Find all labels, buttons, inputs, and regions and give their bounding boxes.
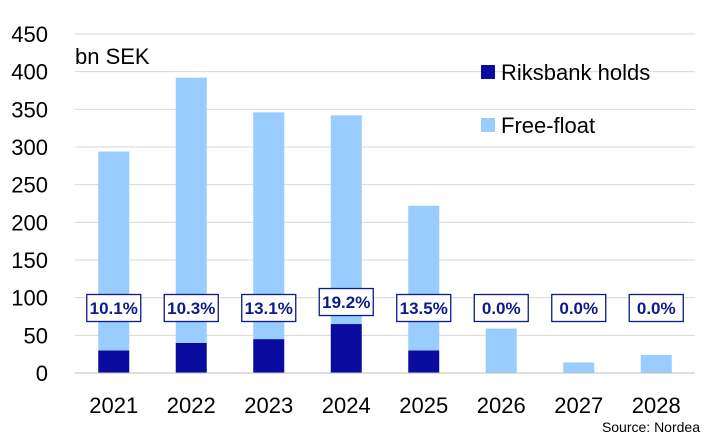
y-tick-label: 250	[11, 173, 48, 198]
data-label-2028: 0.0%	[628, 293, 684, 323]
y-tick-label: 450	[11, 22, 48, 47]
bar-riksbank-holds-2023	[253, 339, 285, 373]
data-label-2021: 10.1%	[86, 293, 142, 323]
data-label-box	[396, 293, 452, 323]
data-label-text: 10.1%	[90, 299, 138, 318]
legend: Riksbank holds Free-float	[481, 60, 650, 138]
data-label-2023: 13.1%	[241, 293, 297, 323]
x-tick-label: 2028	[632, 393, 681, 418]
x-tick-label: 2024	[322, 393, 371, 418]
y-tick-label: 300	[11, 135, 48, 160]
y-axis-tick-labels: 0 50 100 150 200 250 300 350 400 450	[11, 22, 48, 386]
y-tick-label: 150	[11, 248, 48, 273]
data-label-text: 0.0%	[559, 299, 598, 318]
legend-swatch-riksbank-holds	[481, 65, 495, 79]
bar-riksbank-holds-2021	[98, 350, 130, 373]
bar-riksbank-holds-2022	[175, 342, 207, 373]
legend-label-free-float: Free-float	[501, 113, 595, 138]
data-label-box	[473, 293, 529, 323]
data-label-box	[318, 287, 374, 317]
data-label-text: 0.0%	[637, 299, 676, 318]
unit-label: bn SEK	[75, 44, 150, 69]
data-label-2025: 13.5%	[396, 293, 452, 323]
y-tick-label: 200	[11, 210, 48, 235]
bar-riksbank-holds-2024	[330, 324, 362, 373]
legend-swatch-free-float	[481, 118, 495, 132]
data-label-box	[628, 293, 684, 323]
data-label-text: 13.5%	[400, 299, 448, 318]
data-label-2027: 0.0%	[551, 293, 607, 323]
bar-free-float-2027	[563, 362, 595, 373]
bar-free-float-2025	[408, 205, 440, 351]
data-label-box	[551, 293, 607, 323]
x-axis-tick-labels: 2021 2022 2023 2024 2025 2026 2027 2028	[89, 393, 680, 418]
data-label-box	[86, 293, 142, 323]
x-tick-label: 2022	[167, 393, 216, 418]
data-label-2022: 10.3%	[163, 293, 219, 323]
y-tick-label: 0	[36, 361, 48, 386]
data-label-2024: 19.2%	[318, 287, 374, 317]
y-tick-label: 400	[11, 60, 48, 85]
y-tick-label: 350	[11, 97, 48, 122]
x-tick-label: 2021	[89, 393, 138, 418]
legend-label-riksbank-holds: Riksbank holds	[501, 60, 650, 85]
x-tick-label: 2023	[244, 393, 293, 418]
data-label-text: 19.2%	[322, 293, 370, 312]
x-tick-label: 2027	[554, 393, 603, 418]
data-label-text: 0.0%	[482, 299, 521, 318]
bar-free-float-2028	[640, 354, 672, 373]
x-tick-label: 2025	[399, 393, 448, 418]
bar-free-float-2026	[485, 328, 517, 373]
data-label-box	[163, 293, 219, 323]
data-label-box	[241, 293, 297, 323]
data-label-text: 10.3%	[167, 299, 215, 318]
data-label-text: 13.1%	[245, 299, 293, 318]
y-tick-label: 50	[24, 323, 48, 348]
source-note: Source: Nordea	[602, 419, 700, 435]
data-labels: 10.1% 10.3% 13.1% 19.2% 13.5% 0.0% 0.0% 0.0%	[86, 287, 684, 323]
bar-riksbank-holds-2025	[408, 350, 440, 373]
data-label-2026: 0.0%	[473, 293, 529, 323]
x-tick-label: 2026	[477, 393, 526, 418]
y-tick-label: 100	[11, 286, 48, 311]
